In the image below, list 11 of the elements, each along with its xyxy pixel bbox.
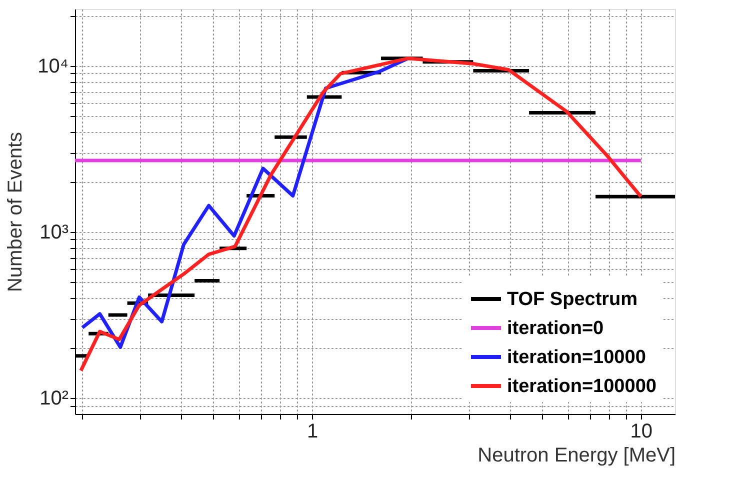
x-tick-label: 1 [307, 420, 318, 442]
x-axis-title: Neutron Energy [MeV] [478, 444, 676, 466]
y-tick-label: 10² [40, 387, 69, 410]
legend-label: TOF Spectrum [507, 289, 638, 310]
y-tick-label: 10⁴ [38, 55, 68, 78]
y-axis-title: Number of Events [4, 132, 27, 292]
x-tick-label: 10 [630, 420, 652, 442]
legend-label: iteration=0 [507, 318, 604, 339]
y-tick-label: 10³ [40, 221, 69, 244]
legend-label: iteration=100000 [507, 376, 656, 397]
legend-label: iteration=10000 [507, 347, 646, 368]
